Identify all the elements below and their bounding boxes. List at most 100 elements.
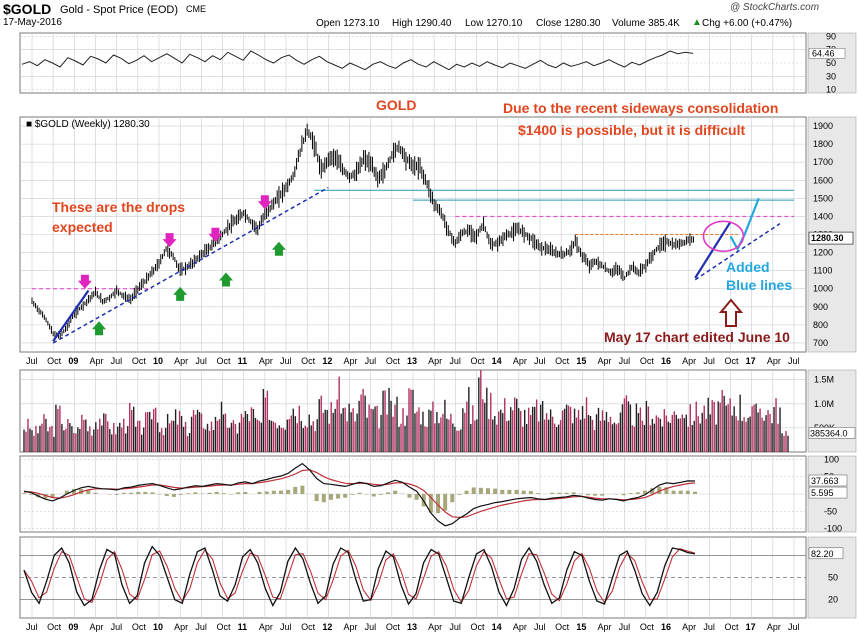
macd-histogram-bar — [393, 491, 397, 494]
macd-histogram-bar — [215, 492, 219, 494]
macd-histogram-bar — [622, 494, 626, 495]
macd-tick-label: -50 — [824, 506, 837, 516]
stoch-x-tick-label: Apr — [174, 622, 188, 632]
macd-histogram-bar — [450, 494, 454, 502]
macd-histogram-bar — [93, 493, 97, 494]
stoch-x-tick-label: Apr — [259, 622, 273, 632]
stoch-x-tick-label: Apr — [598, 622, 612, 632]
macd-histogram-bar — [515, 490, 519, 494]
macd-histogram-bar — [443, 494, 447, 511]
rsi-value-label: 64.46 — [812, 48, 835, 58]
price-tick-label: 1000 — [813, 284, 833, 294]
macd-histogram-bar — [686, 491, 690, 494]
stoch-x-tick-label: Oct — [725, 622, 740, 632]
macd-histogram-bar — [329, 494, 333, 500]
macd-histogram-bar — [379, 494, 383, 495]
ohlc-close: Close 1280.30 — [536, 18, 601, 29]
macd-histogram-bar — [507, 490, 511, 494]
stoch-value-label: 82.20 — [811, 549, 834, 559]
macd-histogram-bar — [265, 492, 269, 494]
macd-histogram-bar — [258, 492, 262, 494]
edited-date-note: May 17 chart edited June 10 — [604, 329, 790, 345]
drops-note-line1: These are the drops — [52, 199, 185, 215]
rsi-tick-label: 30 — [826, 71, 836, 81]
macd-histogram-bar — [193, 492, 197, 494]
price-tick-label: 1200 — [813, 248, 833, 258]
instrument-name: Gold - Spot Price (EOD) — [60, 4, 178, 16]
stoch-x-tick-label: Jul — [280, 622, 292, 632]
stoch-x-tick-label: Oct — [47, 622, 62, 632]
stoch-x-tick-label: 15 — [576, 622, 586, 632]
price-tick-label: 1100 — [813, 266, 832, 276]
volume-tick-label: 1.0M — [814, 399, 834, 409]
price-x-tick-label: 10 — [153, 356, 163, 366]
consolidation-note-line2: $1400 is possible, but it is difficult — [518, 122, 745, 138]
price-x-tick-label: Oct — [725, 356, 740, 366]
macd-histogram-bar — [358, 493, 362, 494]
macd-histogram-bar — [208, 493, 212, 494]
macd-histogram-bar — [586, 494, 590, 495]
stockcharts-credit: @ StockCharts.com — [730, 2, 819, 13]
stoch-x-tick-label: 11 — [238, 622, 248, 632]
stoch-x-tick-label: Jul — [365, 622, 377, 632]
macd-histogram-bar — [179, 494, 183, 495]
stoch-x-tick-label: Oct — [132, 622, 147, 632]
volume-last-value: 385364.0 — [810, 428, 848, 438]
price-tick-label: 700 — [813, 338, 828, 348]
stoch-tick-label: 50 — [828, 573, 838, 583]
macd-histogram-bar — [550, 493, 554, 494]
price-x-tick-label: 16 — [661, 356, 671, 366]
rsi-tick-label: 50 — [826, 58, 836, 68]
price-x-tick-label: 12 — [322, 356, 332, 366]
macd-hist-value-label: 5.595 — [811, 488, 834, 498]
stoch-x-tick-label: Jul — [449, 622, 461, 632]
macd-value-label: 37.663 — [811, 476, 839, 486]
rsi-tick-label: 10 — [826, 85, 836, 95]
volume-tick-label: 1.5M — [814, 375, 834, 385]
macd-histogram-bar — [693, 492, 697, 494]
macd-histogram-bar — [636, 492, 640, 494]
macd-histogram-bar — [22, 493, 26, 494]
price-x-tick-label: 17 — [746, 356, 756, 366]
chart-date: 17-May-2016 — [3, 17, 62, 28]
stoch-x-tick-label: Apr — [682, 622, 696, 632]
price-x-tick-label: 15 — [576, 356, 586, 366]
price-x-tick-label: Jul — [449, 356, 461, 366]
price-panel-title: ■ $GOLD (Weekly) 1280.30 — [26, 119, 150, 130]
stoch-x-tick-label: Oct — [640, 622, 655, 632]
price-x-tick-label: Oct — [386, 356, 401, 366]
price-x-tick-label: 09 — [68, 356, 78, 366]
ohlc-high: High 1290.40 — [392, 18, 452, 29]
stoch-x-tick-label: Jul — [534, 622, 546, 632]
macd-histogram-bar — [279, 491, 283, 494]
macd-histogram-bar — [457, 494, 461, 495]
macd-histogram-bar — [522, 491, 526, 494]
price-x-tick-label: Jul — [619, 356, 631, 366]
price-x-tick-label: Jul — [280, 356, 292, 366]
price-tick-label: 1800 — [813, 139, 833, 149]
price-x-tick-label: Oct — [217, 356, 232, 366]
price-x-tick-label: Apr — [513, 356, 527, 366]
price-x-tick-label: Apr — [767, 356, 781, 366]
macd-histogram-bar — [386, 492, 390, 494]
stoch-x-tick-label: Jul — [619, 622, 631, 632]
consolidation-note-line1: Due to the recent sideways consolidation — [503, 100, 778, 116]
macd-histogram-bar — [500, 490, 504, 494]
stoch-x-tick-label: Apr — [90, 622, 104, 632]
stoch-x-tick-label: Oct — [301, 622, 316, 632]
price-tick-label: 1400 — [813, 211, 833, 221]
macd-histogram-bar — [672, 491, 676, 494]
macd-histogram-bar — [472, 487, 476, 494]
macd-tick-label: -100 — [824, 524, 842, 534]
price-x-tick-label: 14 — [492, 356, 502, 366]
ticker-symbol[interactable]: $GOLD — [3, 1, 51, 17]
macd-histogram-bar — [572, 492, 576, 494]
macd-histogram-bar — [315, 494, 319, 501]
price-x-tick-label: Apr — [259, 356, 273, 366]
macd-histogram-bar — [300, 486, 304, 494]
price-tick-label: 800 — [813, 320, 828, 330]
stoch-x-tick-label: 16 — [661, 622, 671, 632]
macd-histogram-bar — [407, 494, 411, 498]
stoch-x-tick-label: 12 — [322, 622, 332, 632]
